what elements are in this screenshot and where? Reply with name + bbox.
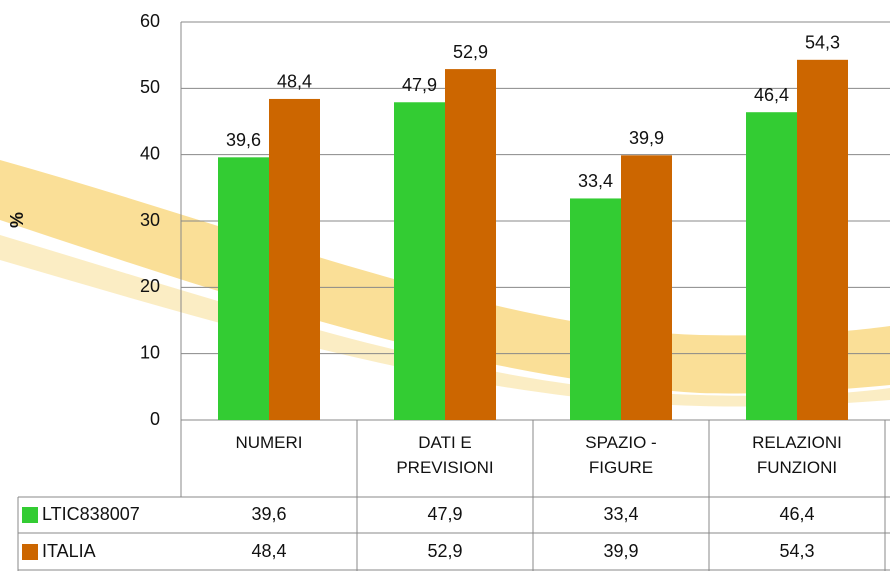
legend-swatch: [22, 544, 38, 560]
bar: [445, 69, 496, 420]
bar: [746, 112, 797, 420]
y-tick-label: 10: [140, 342, 160, 362]
data-label: 39,9: [629, 128, 664, 148]
table-cell: 46,4: [779, 504, 814, 524]
y-tick-label: 40: [140, 143, 160, 163]
chart-svg: % 0 10 20 30 40 50 60 39,6 48,4 47,9 52,9 33,4 39,9 4…: [0, 0, 890, 571]
data-label: 52,9: [453, 42, 488, 62]
x-tick-label: DATI E PREVISIONI: [357, 430, 533, 480]
table-cell: 48,4: [251, 541, 286, 561]
y-tick-label: 60: [140, 11, 160, 31]
data-label: 39,6: [226, 130, 261, 150]
table-cell: 39,9: [603, 541, 638, 561]
data-label: 54,3: [805, 33, 840, 53]
table-cell: 39,6: [251, 504, 286, 524]
bar: [570, 198, 621, 420]
table-cell: 54,3: [779, 541, 814, 561]
bar: [621, 155, 672, 420]
table-cell: 52,9: [427, 541, 462, 561]
y-tick-label: 30: [140, 210, 160, 230]
bar: [218, 157, 269, 420]
bar: [797, 60, 848, 420]
legend-label: LTIC838007: [42, 504, 140, 524]
y-tick-label: 50: [140, 77, 160, 97]
bar: [269, 99, 320, 420]
data-label: 33,4: [578, 171, 613, 191]
legend-label: ITALIA: [42, 541, 96, 561]
chart: % 0 10 20 30 40 50 60 39,6 48,4 47,9 52,9 33,4 39,9 4…: [0, 0, 890, 571]
y-axis-label: %: [7, 212, 27, 228]
data-label: 47,9: [402, 75, 437, 95]
table-cell: 33,4: [603, 504, 638, 524]
y-tick-label: 0: [150, 409, 160, 429]
bar: [394, 102, 445, 420]
table-cell: 47,9: [427, 504, 462, 524]
data-label: 46,4: [754, 85, 789, 105]
x-tick-label: RELAZIONI FUNZIONI: [709, 430, 885, 480]
legend-swatch: [22, 507, 38, 523]
x-tick-label: SPAZIO - FIGURE: [533, 430, 709, 480]
x-tick-label: NUMERI: [181, 430, 357, 455]
data-label: 48,4: [277, 72, 312, 92]
y-tick-label: 20: [140, 276, 160, 296]
